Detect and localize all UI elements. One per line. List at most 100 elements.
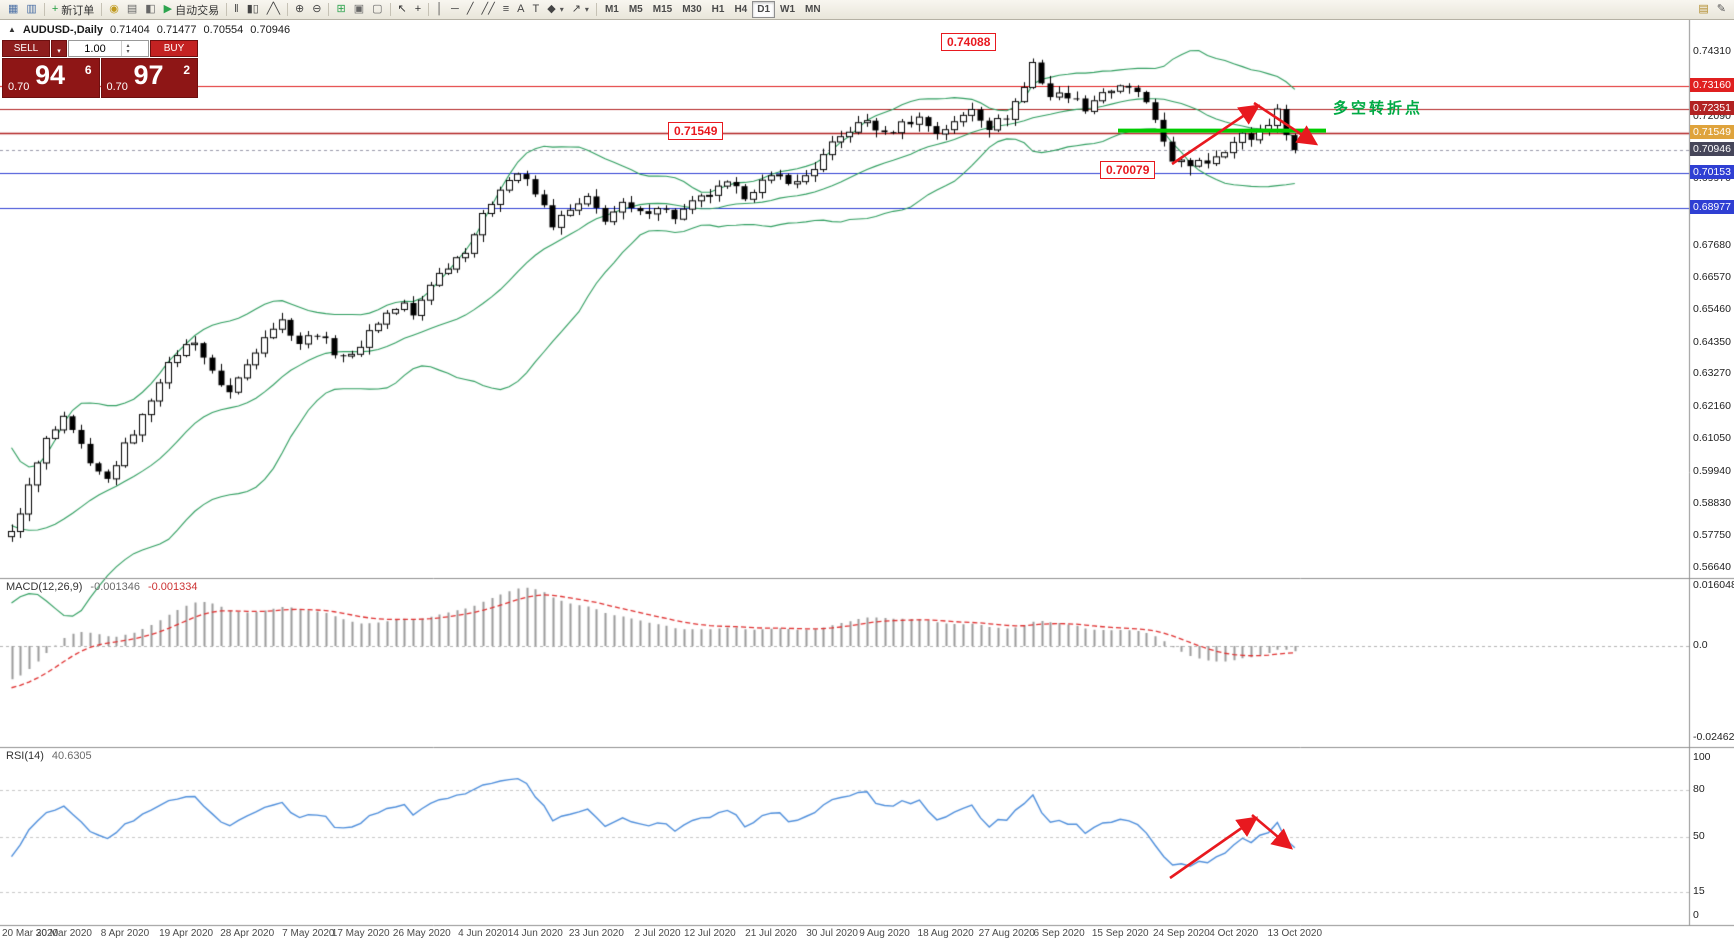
zoom-in-icon: ⊕	[295, 3, 305, 15]
candlestick-icon[interactable]: ▮▯	[243, 1, 263, 18]
timeframe-w1[interactable]: W1	[775, 1, 800, 18]
timeframe-m5[interactable]: M5	[624, 1, 648, 18]
macd-title: MACD(12,26,9)	[6, 581, 83, 593]
timeframe-m15[interactable]: M15	[648, 1, 677, 18]
symbol-name: AUDUSD-,Daily	[22, 24, 103, 36]
price-tick: 0.57750	[1693, 528, 1731, 541]
timeframe-m30[interactable]: M30	[677, 1, 706, 18]
chevron-down-icon: ▾	[126, 48, 130, 55]
cursor-icon[interactable]: ↖	[394, 1, 411, 18]
auto-trading-button[interactable]: ▶ 自动交易	[160, 1, 223, 18]
new-chart-icon[interactable]: ▦	[4, 1, 22, 18]
profiles-icon[interactable]: ▥	[22, 1, 40, 18]
text-icon[interactable]: A	[513, 1, 528, 18]
pencil-icon[interactable]: ✎	[1713, 1, 1730, 18]
date-label: 13 Oct 2020	[1267, 928, 1323, 939]
shapes-dropdown: ◆	[547, 3, 556, 15]
arrows-dropdown: ↗	[571, 3, 581, 15]
shapes-dropdown[interactable]: ◆ ▾	[543, 1, 567, 18]
toolbar-separator	[389, 3, 391, 16]
data-window-icon[interactable]: ◧	[141, 1, 159, 18]
arrange-windows-icon[interactable]: ▢	[368, 1, 386, 18]
timeframe-h4[interactable]: H4	[729, 1, 752, 18]
date-label: 14 Jun 2020	[507, 928, 563, 939]
zoom-in-icon[interactable]: ⊕	[291, 1, 308, 18]
price-tick: 0.64350	[1693, 335, 1731, 348]
alerts-icon: ◉	[109, 3, 119, 15]
date-label: 20 Mar 2020	[2, 928, 59, 939]
fibonacci-icon[interactable]: ≡	[499, 1, 513, 18]
sell-price-prefix: 0.70	[8, 81, 30, 93]
alerts-icon[interactable]: ◉	[105, 1, 123, 18]
toolbar-separator	[43, 3, 45, 16]
tile-windows-icon[interactable]: ⊞	[332, 1, 349, 18]
date-label: 30 Mar 2020	[35, 928, 92, 939]
bar-chart-icon[interactable]: ‖	[230, 1, 243, 18]
trade-options-dropdown[interactable]: ▾	[51, 40, 67, 57]
volume-field[interactable]: ▴▾	[68, 40, 149, 57]
volume-input[interactable]	[69, 41, 121, 56]
date-label: 23 Jun 2020	[568, 928, 624, 939]
toolbar: ▦ ▥ + 新订单 ◉ ▤ ◧ ▶ 自动交易 ‖ ▮▯ ╱╲ ⊕ ⊖ ⊞ ▣ ▢ ↖ + │ ─ ╱ ╱╱ ≡ A T ◆ ▾ ↗ ▾ M1…	[0, 0, 1734, 20]
trendline-icon[interactable]: ╱	[463, 1, 478, 18]
sell-button[interactable]: SELL	[2, 40, 50, 57]
date-label: 28 Apr 2020	[220, 928, 275, 939]
buy-price[interactable]: 0.70 97 2	[100, 58, 198, 98]
price-label-annotation[interactable]: 0.70079	[1100, 161, 1156, 179]
vertical-line-icon[interactable]: │	[432, 1, 447, 18]
sell-price-big: 94	[35, 60, 66, 90]
collapse-triangle-icon[interactable]: ▲	[8, 25, 16, 34]
new-order-button[interactable]: + 新订单	[48, 1, 98, 18]
indicator-scale-tick: -0.024625	[1693, 731, 1734, 743]
price-level-flag: 0.70946	[1690, 142, 1734, 157]
price-level-flag: 0.73160	[1690, 77, 1734, 92]
price-tick: 0.74310	[1693, 45, 1731, 57]
sell-price[interactable]: 0.70 94 6	[2, 58, 100, 98]
market-watch-icon[interactable]: ▤	[123, 1, 141, 18]
timeframe-m1[interactable]: M1	[600, 1, 624, 18]
toolbar-separator	[328, 3, 330, 16]
label-icon[interactable]: T	[528, 1, 543, 18]
date-label: 30 Jul 2020	[806, 928, 858, 939]
one-click-trading-panel: SELL ▾ ▴▾ BUY 0.70 94 6 0.70 97 2	[2, 40, 198, 98]
bar-chart-icon: ‖	[234, 3, 239, 15]
horizontal-line-icon[interactable]: ─	[447, 1, 463, 18]
crosshair-icon[interactable]: +	[411, 1, 425, 18]
indicator-scale-tick: 80	[1693, 782, 1705, 795]
zoom-out-icon[interactable]: ⊖	[308, 1, 325, 18]
cursor-icon: ↖	[397, 3, 407, 15]
timeframe-d1[interactable]: D1	[752, 1, 776, 18]
date-label: 4 Jun 2020	[458, 928, 508, 939]
notepad-icon: ▤	[1698, 3, 1709, 15]
channel-icon[interactable]: ╱╱	[477, 1, 498, 18]
ohlc-open: 0.71404	[110, 24, 150, 36]
arrange-windows-icon: ▢	[372, 3, 383, 15]
date-label: 9 Aug 2020	[859, 928, 910, 939]
price-chart[interactable]	[0, 20, 1734, 945]
price-label-annotation[interactable]: 0.74088	[941, 33, 997, 51]
notepad-icon[interactable]: ▤	[1694, 1, 1712, 18]
volume-stepper[interactable]: ▴ ▾	[121, 41, 134, 56]
price-axis[interactable]: 0.743100.720900.699700.676800.665700.654…	[1690, 0, 1734, 945]
candlestick-icon: ▮▯	[246, 3, 259, 15]
price-level-flag: 0.71549	[1690, 124, 1734, 139]
crosshair-icon: +	[414, 3, 422, 15]
date-label: 19 Apr 2020	[159, 928, 214, 939]
date-label: 4 Oct 2020	[1209, 928, 1259, 939]
price-tick: 0.61050	[1693, 432, 1731, 445]
toolbar-separator	[428, 3, 430, 16]
line-chart-icon[interactable]: ╱╲	[263, 1, 284, 18]
cascade-windows-icon[interactable]: ▣	[350, 1, 368, 18]
label-icon: T	[532, 3, 540, 15]
time-axis[interactable]: 20 Mar 2020 30 Mar 2020 8 Apr 2020 19 Apr 2…	[0, 925, 1689, 945]
chevron-down-icon: ▾	[57, 48, 61, 55]
timeframe-mn[interactable]: MN	[800, 1, 826, 18]
toolbar-separator	[226, 3, 228, 16]
buy-button[interactable]: BUY	[150, 40, 198, 57]
timeframe-h1[interactable]: H1	[707, 1, 730, 18]
toolbar-separator	[101, 3, 103, 16]
price-label-annotation[interactable]: 0.71549	[668, 122, 724, 140]
arrows-dropdown[interactable]: ↗ ▾	[568, 1, 593, 18]
price-tick: 0.66570	[1693, 271, 1731, 284]
pivot-point-label[interactable]: 多空转折点	[1333, 100, 1424, 117]
